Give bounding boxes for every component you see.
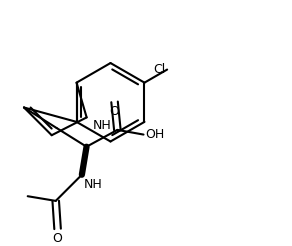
Text: NH: NH [84,178,102,191]
Text: O: O [53,232,62,245]
Text: O: O [110,105,119,118]
Text: OH: OH [145,128,165,141]
Text: Cl: Cl [153,63,165,76]
Text: NH: NH [92,119,111,132]
